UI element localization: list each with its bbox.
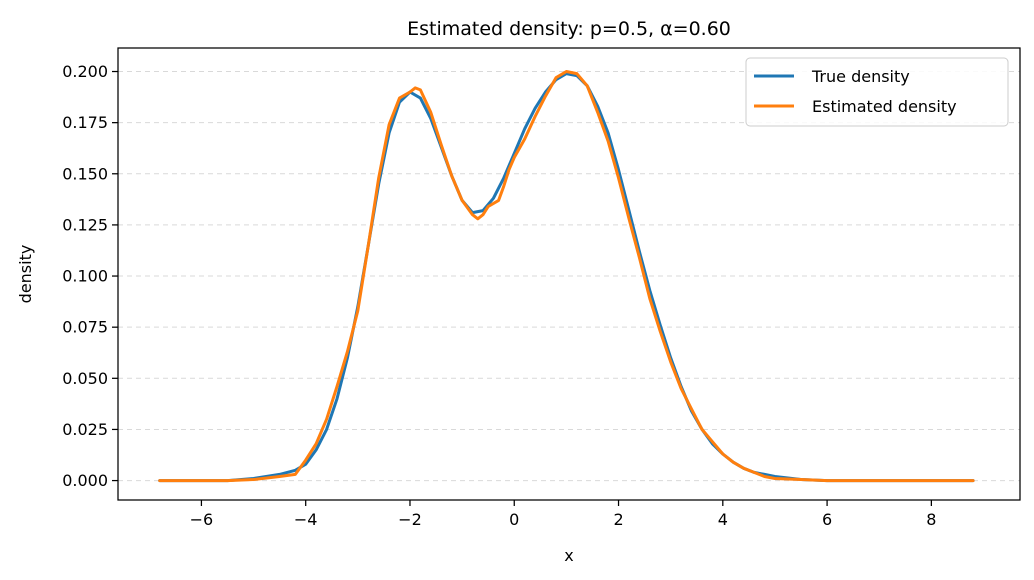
x-tick-label: 8 [926, 510, 936, 529]
legend-box [745, 57, 1009, 127]
chart-title: Estimated density: p=0.5, α=0.60 [407, 18, 731, 40]
legend: True density Estimated density [745, 57, 1009, 127]
legend-entry: Estimated density [812, 97, 957, 116]
y-axis-label: density [16, 245, 35, 304]
gridlines [118, 71, 1020, 482]
y-tick-label: 0.025 [62, 420, 108, 439]
y-tick-label: 0.125 [62, 215, 108, 234]
y-tick-label: 0.175 [62, 113, 108, 132]
y-tick-label: 0.050 [62, 369, 108, 388]
x-tick-label: −6 [190, 510, 214, 529]
x-tick-label: 2 [613, 510, 623, 529]
y-tick-label: 0.100 [62, 267, 108, 286]
x-axis-ticks: −6 −4 −2 0 2 4 6 8 [190, 500, 936, 529]
legend-entry: True density [811, 67, 910, 86]
y-tick-label: 0.150 [62, 164, 108, 183]
x-tick-label: 4 [718, 510, 728, 529]
x-axis-label: x [564, 546, 573, 565]
y-tick-label: 0.200 [62, 62, 108, 81]
x-tick-label: −4 [294, 510, 318, 529]
series-lines [158, 70, 975, 483]
x-tick-label: 6 [822, 510, 832, 529]
y-tick-label: 0.000 [62, 471, 108, 490]
series-line-true-density [158, 72, 975, 483]
x-tick-label: −2 [398, 510, 422, 529]
series-line-estimated-density [158, 70, 975, 483]
x-tick-label: 0 [509, 510, 519, 529]
plot-frame [117, 47, 1021, 501]
y-tick-label: 0.075 [62, 318, 108, 337]
y-axis-ticks: 0.000 0.025 0.050 0.075 0.100 0.125 0.150 0.175… [62, 62, 118, 490]
